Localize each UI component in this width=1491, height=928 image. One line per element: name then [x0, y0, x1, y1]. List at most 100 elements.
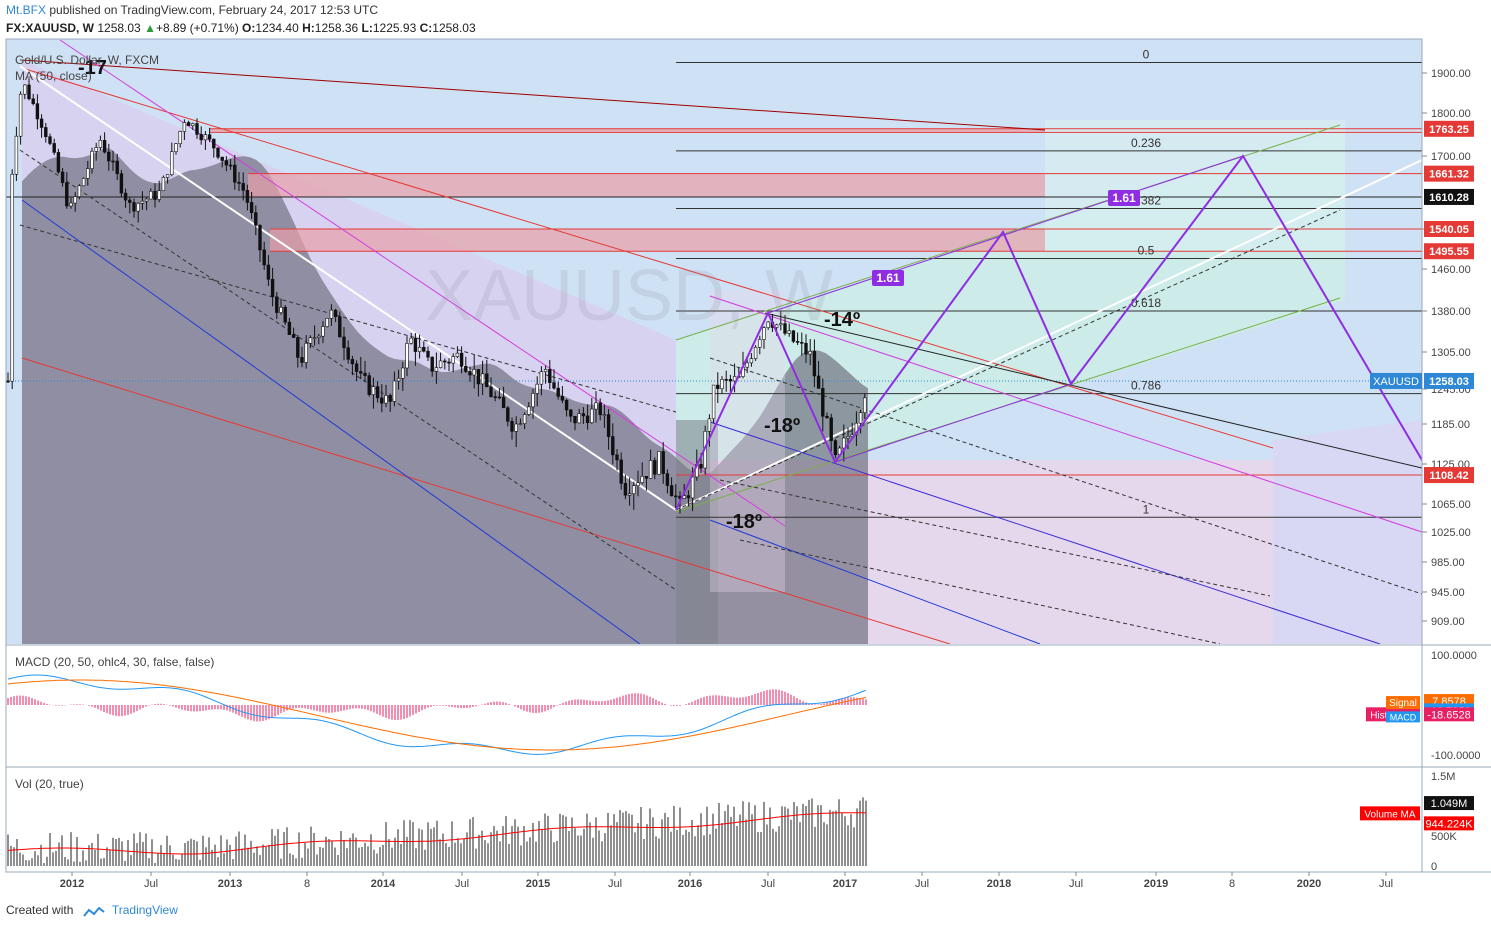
volume-ma-tag-bg: [1424, 816, 1474, 831]
time-tick-label: Jul: [915, 878, 929, 890]
candle-body: [476, 369, 481, 385]
angle-label: -18º: [764, 415, 800, 437]
macd-tag-bg: [1424, 707, 1474, 722]
candle-body: [44, 127, 48, 137]
macd-tick-label: -100.0000: [1431, 750, 1481, 762]
candle-body: [312, 337, 317, 339]
candle-body: [846, 436, 850, 439]
price-tick-label: 1460.00: [1431, 264, 1471, 276]
candle-body: [363, 372, 367, 376]
macd-tick-label: 100.0000: [1431, 650, 1477, 662]
trend-line: [21, 199, 641, 644]
candle-body: [409, 337, 413, 344]
candle-body: [359, 371, 363, 374]
candle-body: [392, 380, 397, 402]
pattern-label: 1.61: [1112, 191, 1136, 205]
open-label: O:: [242, 21, 256, 35]
candle-body: [325, 318, 329, 327]
candle-body: [632, 485, 636, 495]
candle-body: [338, 316, 342, 338]
candle-body: [405, 343, 409, 369]
tradingview-brand[interactable]: TradingView: [111, 903, 178, 917]
price-tick-label: 909.00: [1431, 616, 1465, 628]
chart-title: Gold/U.S. Dollar, W, FXCM: [15, 53, 159, 67]
right-projection-fill: [1273, 420, 1422, 644]
candle-body: [258, 224, 262, 251]
price-tick-label: 1380.00: [1431, 306, 1471, 318]
high-value: 1258.36: [314, 21, 359, 35]
pattern-label: 1.61: [876, 271, 900, 285]
candle-body: [833, 440, 838, 456]
low-value: 1225.93: [372, 21, 417, 35]
candle-body: [699, 464, 703, 469]
candle-body: [762, 327, 766, 340]
candle-body: [522, 414, 527, 424]
candle-body: [569, 409, 573, 417]
candle-body: [228, 164, 233, 167]
candle-body: [627, 493, 632, 496]
candle-body: [560, 396, 565, 401]
resistance-zones: [6, 128, 1422, 476]
candle-body: [669, 485, 674, 497]
candle-body: [149, 190, 153, 200]
tradingview-logo-icon: [82, 906, 105, 917]
volume-tag-label: 1.049M: [1431, 798, 1468, 810]
candle-body: [548, 369, 552, 383]
candle-body: [690, 476, 695, 499]
candle-body: [6, 380, 10, 383]
candle-body: [191, 123, 195, 126]
candle-body: [220, 156, 224, 161]
created-with: Created with: [6, 903, 74, 917]
time-tick-label: 2018: [987, 878, 1011, 890]
candle-body: [77, 185, 82, 198]
candle-body: [23, 84, 27, 95]
time-tick-label: 2020: [1297, 878, 1321, 890]
candle-body: [829, 417, 833, 441]
volume-tick-label: 500K: [1431, 831, 1457, 843]
candle-body: [779, 323, 783, 326]
candle-body: [212, 138, 216, 149]
resistance-zone: [248, 173, 1045, 197]
watermark: XAUUSD, W: [425, 256, 833, 336]
candle-body: [443, 360, 447, 363]
candle-body: [291, 334, 296, 338]
candle-body: [611, 436, 615, 456]
candle-body: [753, 347, 758, 359]
candle-body: [539, 371, 544, 385]
volume-tag-bg: [1424, 796, 1474, 811]
candle-body: [556, 387, 560, 397]
candle-body: [73, 196, 77, 204]
up-arrow-icon: ▲: [144, 21, 156, 35]
time-axis[interactable]: 2012 Jul 2013 8 2014 Jul 2015 Jul 2016 Jul 2017 Jul…: [60, 872, 1393, 890]
candle-body: [195, 123, 199, 135]
candle-body: [623, 483, 628, 496]
price-tag-bg: [1424, 243, 1474, 260]
candle-body: [86, 168, 90, 179]
candle-body: [321, 326, 325, 337]
candle-body: [606, 414, 611, 437]
candle-body: [674, 495, 678, 498]
macd-axis: 100.0000-100.00007.8578-10.7950-18.6528H…: [1366, 650, 1481, 762]
candle-body: [98, 139, 103, 148]
candle-body: [237, 181, 241, 184]
candle-body: [249, 202, 254, 213]
candle-body: [510, 420, 514, 432]
candle-body: [858, 412, 863, 424]
candle-body: [94, 147, 98, 152]
volume-ma-tag-label: 944.224K: [1425, 818, 1473, 830]
time-tick-label: 2012: [60, 878, 84, 890]
price-tag-bg: [1424, 165, 1474, 182]
price-axis[interactable]: 1900.00 1800.00 1700.00 1540.05 1460.00 1380.…: [1422, 68, 1471, 628]
candle-body: [527, 406, 531, 415]
candle-body: [401, 367, 405, 379]
price-tick-label: 1900.00: [1431, 68, 1471, 80]
symbol-tag-label: XAUUSD: [1373, 376, 1419, 388]
candle-body: [825, 415, 829, 419]
publisher-name[interactable]: Mt.BFX: [6, 3, 47, 17]
candle-body: [216, 147, 220, 158]
macd-tag-label: -18.6528: [1427, 709, 1470, 721]
candle-body: [417, 346, 422, 352]
last-price-tag-label: 1258.03: [1429, 376, 1469, 388]
